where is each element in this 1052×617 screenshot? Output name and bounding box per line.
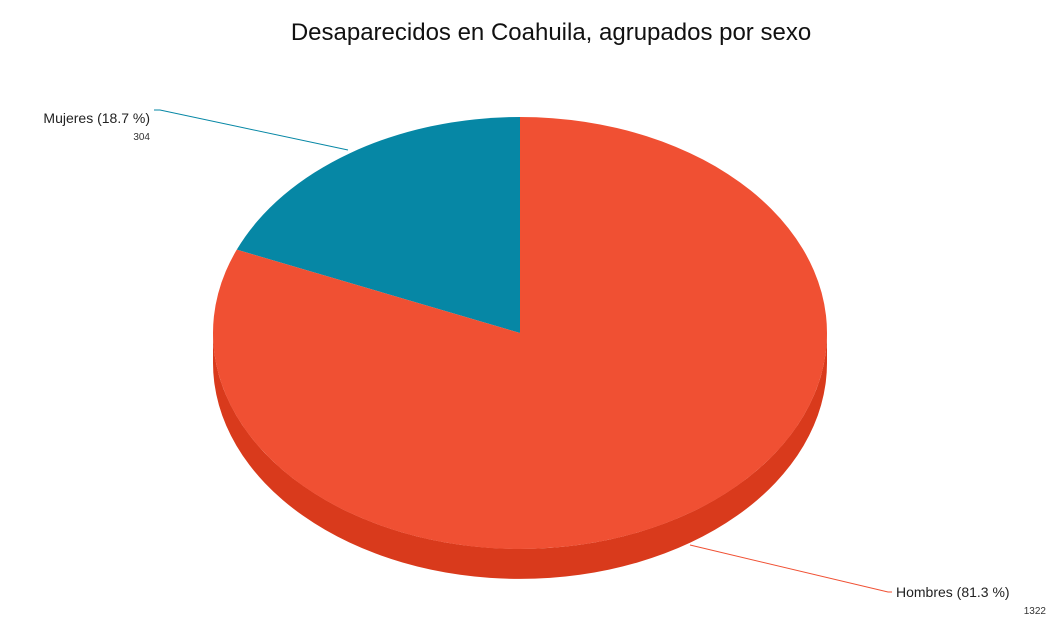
slice-label-hombres: Hombres (81.3 %) [896,584,1010,600]
leader-line-hombres [689,544,892,593]
pie-slice-hombres[interactable] [212,117,827,549]
pie-labels-layer: Mujeres (18.7 %) 304 Hombres (81.3 %) 1322 [43,109,1047,617]
slice-label-mujeres: Mujeres (18.7 %) [43,110,150,126]
chart-title: Desaparecidos en Coahuila, agrupados por… [291,19,811,46]
pie-top-layer [212,117,827,549]
leader-line-mujeres [154,109,349,151]
slice-count-hombres: 1322 [1024,606,1047,617]
slice-count-mujeres: 304 [133,132,150,143]
pie-slice-mujeres[interactable] [236,117,521,333]
